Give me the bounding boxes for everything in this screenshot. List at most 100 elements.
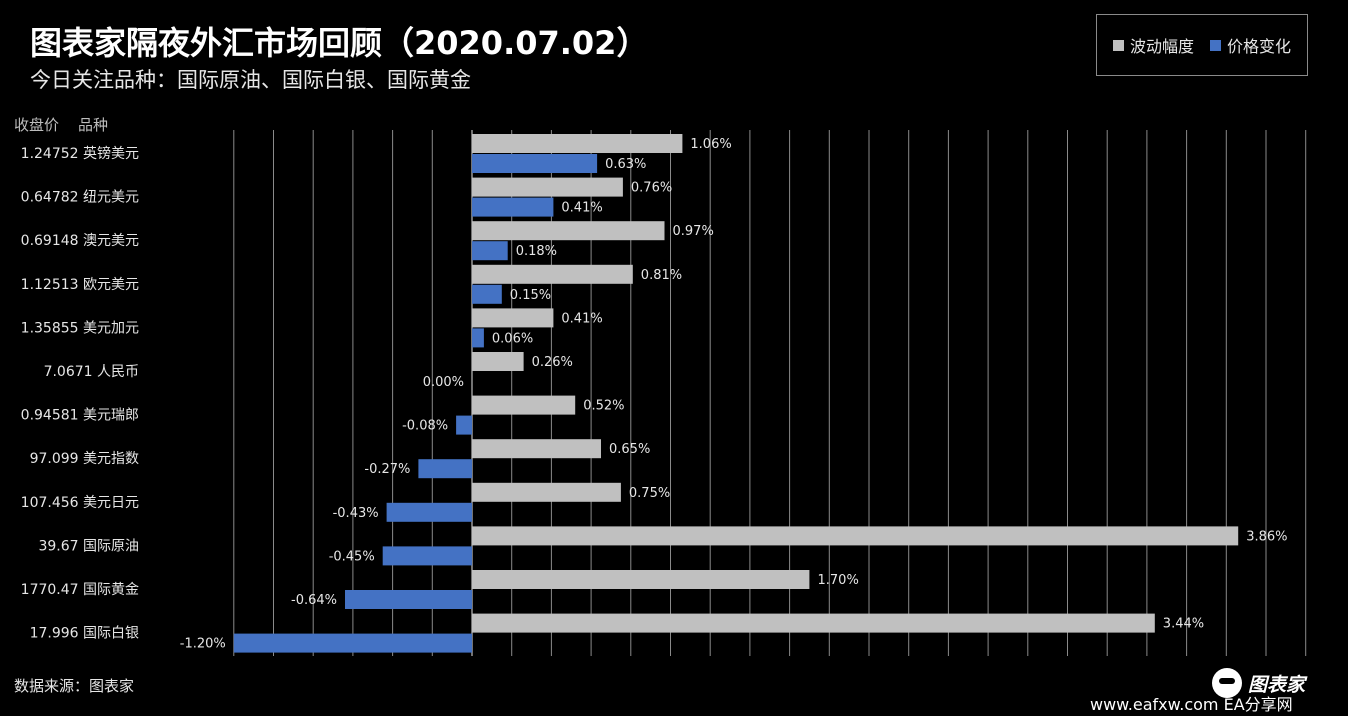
legend-swatch-volatility [1112, 39, 1124, 51]
category-label: 39.67 国际原油 [38, 538, 139, 554]
category-price: 1770.47 [21, 582, 83, 598]
category-label: 1.35855 美元加元 [21, 320, 139, 336]
data-label-volatility: 0.65% [609, 442, 650, 457]
data-label-volatility: 0.41% [561, 311, 602, 326]
bar-price-change [386, 502, 472, 522]
logo-face-icon [1212, 668, 1242, 698]
data-label-price-change: 0.15% [510, 288, 551, 303]
bar-volatility [472, 613, 1155, 633]
bars [233, 134, 1239, 653]
data-label-volatility: 0.97% [673, 224, 714, 239]
bar-volatility [472, 570, 810, 589]
bar-price-change [472, 328, 484, 348]
category-price: 39.67 [38, 538, 83, 554]
category-name: 美元指数 [83, 451, 139, 467]
data-label-volatility: 1.06% [690, 137, 731, 152]
category-label: 0.69148 澳元美元 [21, 233, 139, 249]
category-name: 欧元美元 [83, 277, 139, 293]
data-label-volatility: 3.86% [1246, 529, 1287, 544]
category-name: 国际原油 [83, 538, 139, 554]
category-price: 0.64782 [21, 190, 83, 206]
legend-label-volatility: 波动幅度 [1129, 37, 1194, 56]
bar-price-change [472, 284, 502, 304]
category-price: 17.996 [30, 626, 83, 642]
bar-volatility [472, 308, 554, 328]
bar-volatility [472, 482, 621, 502]
category-name: 美元瑞郎 [83, 408, 139, 424]
bar-price-change [382, 546, 472, 566]
category-label: 1.24752 英镑美元 [21, 145, 139, 162]
data-label-price-change: 0.41% [561, 201, 602, 216]
bar-price-change [345, 590, 472, 609]
category-labels: 1.24752 英镑美元 0.64782 纽元美元 0.69148 澳元美元 1.12… [21, 145, 139, 642]
chart-subtitle: 今日关注品种：国际原油、国际白银、国际黄金 [30, 68, 471, 92]
data-label-price-change: 0.00% [423, 375, 464, 390]
category-name: 美元加元 [83, 320, 139, 336]
data-labels: 1.06% 0.63% 0.76% 0.41% 0.97% 0.18% 0.81% 0.15%… [180, 137, 1288, 652]
category-name: 国际白银 [83, 626, 139, 642]
data-source: 数据来源：图表家 [14, 677, 135, 695]
category-label: 97.099 美元指数 [30, 451, 139, 467]
data-label-price-change: -0.08% [402, 419, 448, 434]
column-header-price: 收盘价 [14, 116, 60, 134]
category-label: 107.456 美元日元 [21, 495, 139, 511]
data-label-volatility: 0.81% [641, 268, 682, 283]
data-label-volatility: 1.70% [818, 573, 859, 588]
watermark: www.eafxw.com EA分享网 [1090, 695, 1293, 714]
bar-volatility [472, 264, 633, 284]
category-label: 1.12513 欧元美元 [21, 277, 139, 293]
category-price: 107.456 [21, 495, 83, 511]
bar-volatility [472, 221, 665, 241]
bar-volatility [472, 352, 524, 371]
category-price: 7.0671 [44, 364, 97, 380]
bar-price-change [472, 154, 598, 173]
category-name: 英镑美元 [83, 145, 139, 162]
category-label: 0.64782 纽元美元 [21, 190, 139, 206]
data-label-volatility: 0.75% [629, 486, 670, 501]
bar-volatility [472, 134, 683, 153]
legend-item-volatility: 波动幅度 [1112, 33, 1194, 57]
category-price: 1.35855 [21, 320, 83, 336]
brand-logo: 图表家 [1212, 668, 1305, 698]
category-name: 纽元美元 [83, 190, 139, 206]
column-header-product: 品种 [78, 116, 109, 134]
data-label-volatility: 0.76% [631, 181, 672, 196]
data-label-price-change: -1.20% [180, 637, 226, 652]
category-name: 澳元美元 [83, 233, 139, 249]
legend: 波动幅度 价格变化 [1096, 14, 1308, 76]
data-label-price-change: 0.18% [516, 244, 557, 259]
category-price: 0.94581 [21, 408, 83, 424]
data-label-volatility: 3.44% [1163, 617, 1204, 632]
bar-price-change [456, 415, 472, 435]
category-name: 人民币 [97, 364, 139, 380]
data-label-price-change: -0.64% [291, 593, 337, 608]
gridlines [233, 130, 1307, 656]
bar-volatility [472, 526, 1239, 546]
chart-title: 图表家隔夜外汇市场回顾（2020.07.02） [30, 24, 649, 62]
bar-volatility [472, 439, 601, 459]
category-label: 17.996 国际白银 [30, 626, 139, 642]
data-label-price-change: 0.06% [492, 331, 533, 346]
data-label-volatility: 0.52% [583, 399, 624, 414]
data-label-price-change: -0.27% [364, 462, 410, 477]
category-price: 0.69148 [21, 233, 83, 249]
category-name: 美元日元 [83, 495, 139, 511]
legend-item-price-change: 价格变化 [1210, 33, 1291, 57]
data-label-price-change: -0.43% [333, 506, 379, 521]
bar-volatility [472, 177, 623, 197]
bar-volatility [472, 395, 576, 415]
data-label-price-change: 0.63% [605, 157, 646, 172]
bar-price-change [233, 633, 472, 653]
category-label: 7.0671 人民币 [44, 364, 139, 380]
category-price: 1.12513 [21, 277, 83, 293]
category-label: 0.94581 美元瑞郎 [21, 408, 139, 424]
data-label-price-change: -0.45% [329, 549, 375, 564]
bar-price-change [472, 197, 554, 217]
category-price: 97.099 [30, 451, 83, 467]
bar-price-change [418, 459, 472, 479]
legend-swatch-price-change [1210, 39, 1221, 51]
category-name: 国际黄金 [83, 581, 139, 598]
bar-price-change [472, 241, 508, 261]
category-label: 1770.47 国际黄金 [21, 581, 139, 598]
